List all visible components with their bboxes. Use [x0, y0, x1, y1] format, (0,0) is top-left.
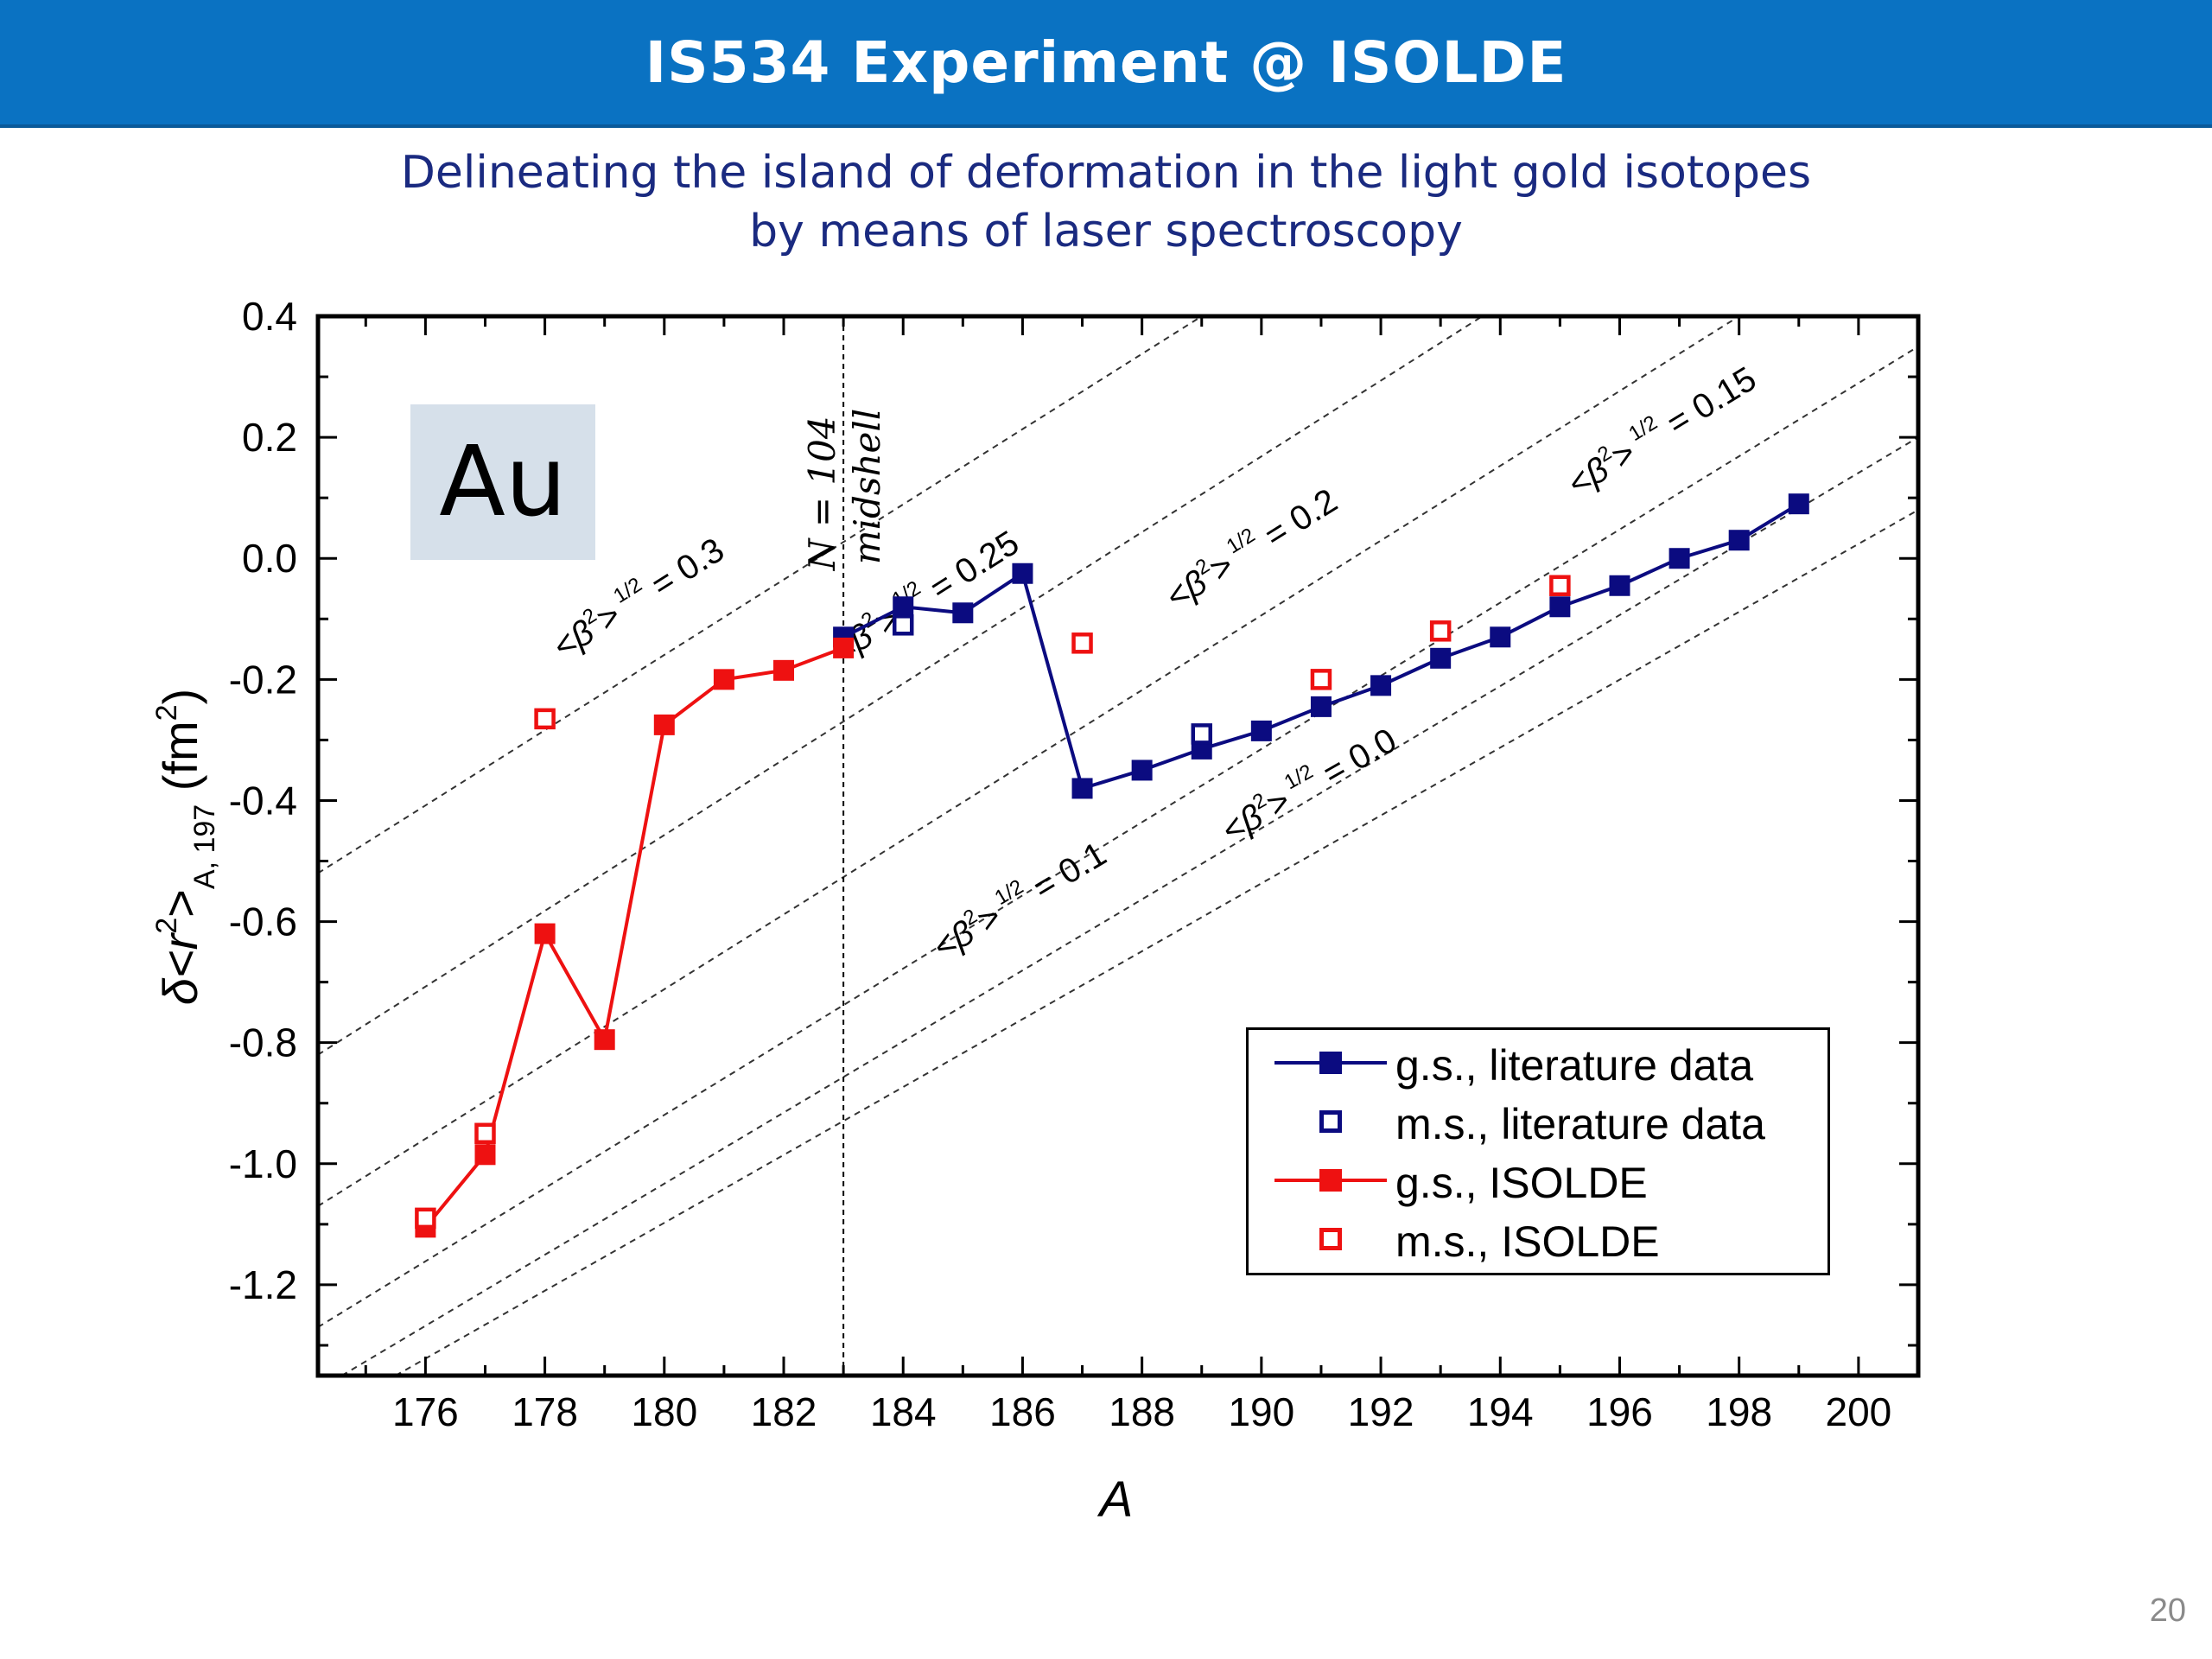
data-point	[1669, 548, 1690, 569]
deformation-line	[318, 346, 1918, 1328]
deformation-line	[318, 316, 1484, 1056]
series-0	[833, 493, 1809, 799]
data-point-open	[474, 1122, 496, 1145]
data-point	[1370, 675, 1392, 696]
legend-label: g.s., literature data	[1395, 1041, 1754, 1090]
page-number: 20	[2149, 1592, 2186, 1629]
legend-label: m.s., literature data	[1395, 1100, 1765, 1148]
x-tick-label: 188	[1109, 1389, 1175, 1434]
legend-label: g.s., ISOLDE	[1395, 1159, 1648, 1207]
x-tick-label: 192	[1348, 1389, 1414, 1434]
data-point-open	[415, 1207, 436, 1230]
legend-item-ms-isolde: m.s., ISOLDE	[1249, 1210, 1827, 1268]
data-point-open	[1191, 723, 1212, 745]
data-point	[713, 669, 734, 690]
data-point	[474, 1144, 496, 1166]
data-point	[594, 1029, 615, 1051]
x-tick-label: 176	[392, 1389, 459, 1434]
data-point-open	[892, 614, 914, 636]
deformation-line	[341, 436, 1918, 1376]
midshell-sublabel: midshell	[846, 409, 888, 564]
data-point-open	[1549, 575, 1571, 597]
x-tick-label: 198	[1706, 1389, 1772, 1434]
legend-item-gs-isolde: g.s., ISOLDE	[1249, 1151, 1827, 1210]
x-tick-label: 178	[512, 1389, 578, 1434]
legend: g.s., literature data m.s., literature d…	[1246, 1027, 1830, 1275]
data-point	[1071, 778, 1093, 799]
y-tick-label: 0.4	[242, 294, 297, 339]
deformation-label: <β2> 1/2 = 0.2	[1157, 477, 1344, 616]
series-2	[415, 637, 855, 1238]
subtitle-line-2: by means of laser spectroscopy	[749, 206, 1463, 257]
title-bar: IS534 Experiment @ ISOLDE	[0, 0, 2212, 128]
y-tick-label: -0.8	[229, 1020, 297, 1065]
y-axis-label: δ<r2>A, 197 (fm2)	[150, 689, 221, 1005]
data-point	[1131, 760, 1153, 781]
data-point	[893, 596, 914, 618]
legend-marker-open	[1319, 1110, 1342, 1133]
x-tick-label: 190	[1228, 1389, 1294, 1434]
data-point	[1788, 493, 1809, 515]
data-point	[773, 659, 795, 681]
x-tick-label: 180	[631, 1389, 697, 1434]
x-axis-label: A	[1097, 1471, 1134, 1528]
deformation-label: <β2> 1/2 = 0.1	[925, 830, 1113, 967]
x-tick-label: 186	[989, 1389, 1056, 1434]
x-tick-label: 184	[870, 1389, 937, 1434]
data-point-open	[1310, 669, 1332, 690]
data-point	[1012, 563, 1033, 584]
x-tick-label: 182	[751, 1389, 817, 1434]
y-tick-label: 0.0	[242, 536, 297, 581]
data-point	[1549, 596, 1571, 618]
data-point-open	[1071, 632, 1093, 654]
midshell-label: N = 104	[801, 416, 843, 571]
data-point	[1490, 626, 1511, 648]
data-point	[1728, 530, 1750, 551]
legend-marker-open	[1319, 1228, 1342, 1250]
y-tick-label: -0.4	[229, 778, 297, 823]
x-tick-label: 194	[1467, 1389, 1534, 1434]
data-point	[1430, 647, 1452, 669]
y-tick-label: -0.2	[229, 657, 297, 702]
legend-marker-filled	[1319, 1169, 1342, 1192]
legend-label: m.s., ISOLDE	[1395, 1217, 1660, 1266]
subtitle-line-1: Delineating the island of deformation in…	[400, 147, 1812, 199]
data-point	[534, 923, 556, 944]
slide-title: IS534 Experiment @ ISOLDE	[645, 29, 1567, 96]
element-label-box: Au	[410, 404, 595, 560]
data-point	[952, 602, 974, 624]
y-tick-label: 0.2	[242, 415, 297, 460]
y-tick-label: -0.6	[229, 899, 297, 944]
data-point	[653, 714, 675, 735]
deformation-line	[318, 316, 1740, 1207]
deformation-label: <β2> 1/2 = 0.15	[1559, 355, 1763, 503]
data-point-open	[534, 708, 556, 730]
legend-marker-filled	[1319, 1052, 1342, 1074]
x-tick-label: 196	[1586, 1389, 1653, 1434]
element-label: Au	[439, 426, 567, 538]
data-point	[1609, 575, 1630, 596]
legend-item-ms-literature: m.s., literature data	[1249, 1092, 1827, 1151]
series-3	[415, 575, 1571, 1230]
y-tick-label: -1.0	[229, 1141, 297, 1186]
data-point	[1310, 696, 1332, 717]
legend-item-gs-literature: g.s., literature data	[1249, 1033, 1827, 1092]
data-point-open	[1429, 620, 1452, 642]
plot-frame	[315, 314, 1921, 1378]
data-point	[833, 637, 855, 658]
deformation-line	[318, 316, 1203, 874]
data-point	[1250, 720, 1272, 741]
y-tick-label: -1.2	[229, 1262, 297, 1307]
series-1	[892, 614, 1212, 745]
x-tick-label: 200	[1826, 1389, 1892, 1434]
